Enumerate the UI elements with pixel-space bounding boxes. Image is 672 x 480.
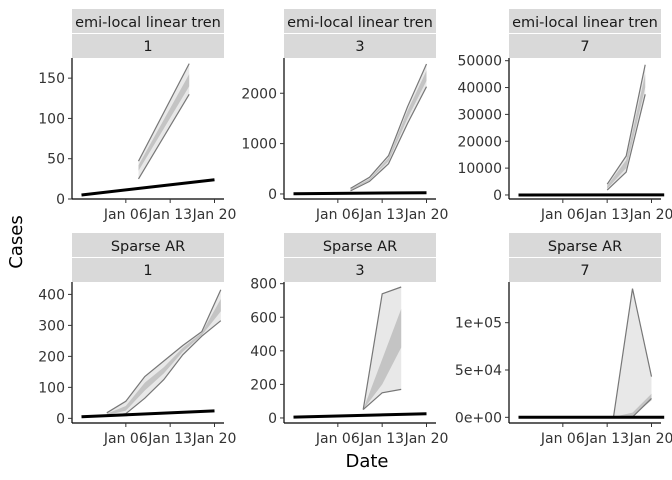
strip-label-model: Sparse AR (111, 239, 185, 255)
y-tick-label: 1000 (241, 137, 277, 153)
strip-label-model: emi-local linear tren (512, 15, 658, 31)
y-tick-label: 2000 (241, 86, 277, 102)
interval-upper-line (106, 289, 222, 414)
strip-label-horizon: 3 (355, 39, 364, 55)
x-tick-label: Jan 13 (584, 431, 629, 447)
x-axis-title: Date (345, 451, 388, 472)
x-tick-label: Jan 13 (147, 431, 192, 447)
y-tick-label: 0 (268, 187, 277, 203)
y-tick-label: 0 (56, 411, 65, 427)
y-tick-label: 800 (250, 277, 277, 293)
interval-inner-band (138, 74, 190, 171)
y-tick-label: 200 (38, 349, 65, 365)
strip-label-horizon: 1 (143, 39, 152, 55)
interval-lower-line (362, 388, 402, 411)
y-tick-label: 150 (38, 71, 65, 87)
actual-cases-line (293, 191, 427, 196)
actual-cases-line (81, 409, 215, 419)
y-tick-label: 40000 (457, 81, 502, 97)
interval-inner-band (363, 308, 402, 410)
interval-upper-line (137, 63, 190, 162)
x-tick-label: Jan 06 (315, 431, 360, 447)
panel-4: Sparse AR 1 0 100 200 300 400 Jan 06 Jan 13 Jan 2… (38, 233, 236, 447)
y-tick-label: 1e+05 (455, 316, 502, 332)
strip-label-model: Sparse AR (323, 239, 397, 255)
interval-lower-line (350, 86, 428, 192)
strip-label-horizon: 3 (355, 263, 364, 279)
y-tick-label: 600 (250, 310, 277, 326)
x-tick-label: Jan 13 (359, 431, 404, 447)
x-tick-label: Jan 13 (147, 207, 192, 223)
interval-lower-line (137, 93, 190, 180)
x-tick-label: Jan 06 (103, 431, 148, 447)
y-tick-label: 0 (56, 192, 65, 208)
x-tick-label: Jan 06 (315, 207, 360, 223)
strip-label-model: Sparse AR (548, 239, 622, 255)
y-tick-label: 100 (38, 111, 65, 127)
y-tick-label: 400 (250, 344, 277, 360)
actual-cases-line (81, 178, 215, 197)
interval-outer-band (106, 289, 221, 416)
y-tick-label: 100 (38, 380, 65, 396)
y-tick-label: 0 (268, 411, 277, 427)
interval-outer-band (613, 288, 652, 418)
x-tick-label: Jan 20 (404, 431, 449, 447)
strip-label-horizon: 7 (580, 263, 589, 279)
interval-upper-line (612, 288, 653, 418)
interval-outer-band (363, 287, 402, 410)
interval-upper-line (606, 64, 646, 185)
y-tick-label: 20000 (457, 134, 502, 150)
strip-label-model: emi-local linear tren (75, 15, 221, 31)
interval-inner-band (607, 74, 646, 189)
x-tick-label: Jan 20 (192, 207, 237, 223)
interval-upper-line (350, 63, 428, 189)
y-tick-label: 5e+04 (455, 363, 502, 379)
y-tick-label: 200 (250, 377, 277, 393)
x-tick-label: Jan 20 (192, 431, 237, 447)
actual-cases-line (293, 412, 427, 419)
x-tick-label: Jan 13 (359, 207, 404, 223)
y-tick-label: 30000 (457, 107, 502, 123)
y-tick-label: 0 (493, 188, 502, 204)
x-tick-label: Jan 06 (540, 431, 585, 447)
x-tick-label: Jan 06 (540, 207, 585, 223)
y-tick-label: 50 (47, 152, 65, 168)
x-tick-label: Jan 20 (404, 207, 449, 223)
x-tick-label: Jan 20 (629, 431, 672, 447)
x-tick-label: Jan 06 (103, 207, 148, 223)
panel-6: Sparse AR 7 0e+00 5e+04 1e+05 Jan 06 Jan 13 Jan… (455, 233, 672, 447)
y-tick-label: 400 (38, 287, 65, 303)
y-tick-label: 0e+00 (455, 410, 502, 426)
strip-label-horizon: 1 (143, 263, 152, 279)
strip-label-model: emi-local linear tren (287, 15, 433, 31)
x-tick-label: Jan 20 (629, 207, 672, 223)
y-tick-label: 10000 (457, 161, 502, 177)
y-axis-title: Cases (6, 215, 27, 268)
x-tick-label: Jan 13 (584, 207, 629, 223)
interval-lower-line (606, 94, 646, 191)
interval-outer-band (350, 64, 427, 191)
panel-3: emi-local linear tren 7 0 10000 20000 30000 40… (457, 9, 672, 223)
interval-inner-band (106, 299, 221, 416)
panel-5: Sparse AR 3 0 200 400 600 800 Jan 06 Jan 13 Jan 2… (250, 233, 448, 447)
y-tick-label: 300 (38, 318, 65, 334)
y-tick-label: 50000 (457, 54, 502, 70)
strip-label-horizon: 7 (580, 39, 589, 55)
interval-upper-line (362, 286, 402, 410)
